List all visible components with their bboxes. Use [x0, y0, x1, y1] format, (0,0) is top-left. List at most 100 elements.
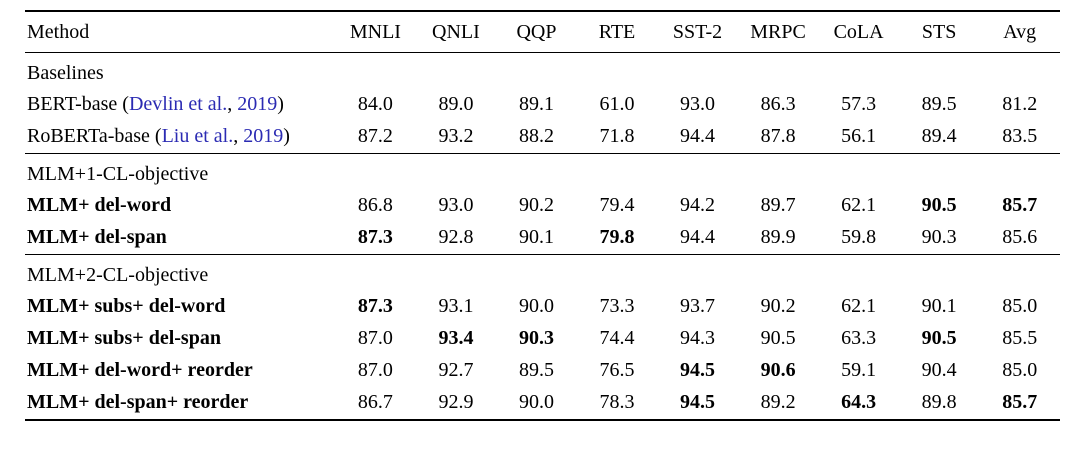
score-cell: 90.1 — [518, 226, 554, 248]
section-label-row: Baselines — [25, 53, 1060, 90]
score-cell: 90.5 — [760, 327, 796, 349]
score-cell: 90.2 — [518, 194, 554, 216]
score-cell: 81.2 — [1002, 93, 1038, 115]
score-cell: 85.6 — [1002, 226, 1038, 248]
header-row: Method MNLI QNLI QQP RTE SST-2 MRPC CoLA STS Avg — [25, 11, 1060, 53]
score-cell: 87.8 — [760, 125, 796, 147]
citation-year-link[interactable]: 2019 — [243, 125, 284, 147]
score-cell: 88.2 — [518, 125, 554, 147]
method-cell: MLM+ del-span+ reorder — [27, 391, 249, 413]
score-cell: 79.4 — [599, 194, 635, 216]
score-cell: 62.1 — [841, 194, 877, 216]
score-cell: 85.7 — [1002, 194, 1038, 216]
citation-year-link[interactable]: 2019 — [237, 93, 278, 115]
method-cell: BERT-base (Devlin et al., 2019) — [25, 89, 335, 121]
score-cell: 92.9 — [438, 391, 474, 413]
score-cell: 89.9 — [760, 226, 796, 248]
score-cell: 73.3 — [599, 295, 635, 317]
score-cell: 57.3 — [841, 93, 877, 115]
method-cell: MLM+ subs+ del-span — [27, 327, 221, 349]
score-cell: 71.8 — [599, 125, 635, 147]
score-cell: 85.0 — [1002, 295, 1038, 317]
score-cell: 85.5 — [1002, 327, 1038, 349]
score-cell: 89.5 — [921, 93, 957, 115]
score-cell: 93.2 — [438, 125, 474, 147]
column-header-qqp: QQP — [516, 21, 557, 43]
score-cell: 90.4 — [921, 359, 957, 381]
score-cell: 86.7 — [357, 391, 393, 413]
score-cell: 89.1 — [518, 93, 554, 115]
score-cell: 89.2 — [760, 391, 796, 413]
score-cell: 86.8 — [357, 194, 393, 216]
results-table: Method MNLI QNLI QQP RTE SST-2 MRPC CoLA STS Avg … — [25, 10, 1060, 421]
table-row: BERT-base (Devlin et al., 2019) 84.0 89.0 8… — [25, 89, 1060, 121]
table-row: MLM+ del-word+ reorder 87.0 92.7 89.5 76.5 94… — [25, 355, 1060, 387]
score-cell: 61.0 — [599, 93, 635, 115]
score-cell: 90.1 — [921, 295, 957, 317]
method-cell: MLM+ del-word — [27, 194, 172, 216]
score-cell: 89.0 — [438, 93, 474, 115]
score-cell: 93.4 — [438, 327, 474, 349]
score-cell: 90.0 — [518, 391, 554, 413]
score-cell: 90.2 — [760, 295, 796, 317]
method-text: RoBERTa-base ( — [27, 125, 162, 147]
score-cell: 87.3 — [357, 295, 393, 317]
column-header-mnli: MNLI — [349, 21, 401, 43]
citation-separator: , — [233, 125, 244, 147]
table-section: Baselines BERT-base (Devlin et al., 2019)… — [25, 52, 1060, 154]
column-header-method: Method — [27, 21, 90, 43]
score-cell: 87.3 — [357, 226, 393, 248]
score-cell: 87.0 — [357, 327, 393, 349]
score-cell: 94.4 — [680, 226, 716, 248]
score-cell: 89.4 — [921, 125, 957, 147]
score-cell: 86.3 — [760, 93, 796, 115]
column-header-avg: Avg — [1003, 21, 1037, 43]
section-label: Baselines — [27, 62, 104, 84]
score-cell: 94.3 — [680, 327, 716, 349]
column-header-rte: RTE — [598, 21, 636, 43]
method-text: ) — [277, 93, 284, 115]
score-cell: 56.1 — [841, 125, 877, 147]
score-cell: 94.5 — [680, 391, 716, 413]
column-header-cola: CoLA — [833, 21, 884, 43]
score-cell: 85.0 — [1002, 359, 1038, 381]
table-row: MLM+ subs+ del-word 87.3 93.1 90.0 73.3 93.7 9… — [25, 291, 1060, 323]
section-label: MLM+2-CL-objective — [27, 264, 209, 286]
method-text: ) — [283, 125, 290, 147]
column-header-qnli: QNLI — [432, 21, 480, 43]
table-row: RoBERTa-base (Liu et al., 2019) 87.2 93.2 8… — [25, 121, 1060, 154]
score-cell: 64.3 — [841, 391, 877, 413]
score-cell: 76.5 — [599, 359, 635, 381]
score-cell: 93.1 — [438, 295, 474, 317]
score-cell: 94.4 — [680, 125, 716, 147]
score-cell: 93.0 — [680, 93, 716, 115]
method-text: BERT-base ( — [27, 93, 129, 115]
section-label-row: MLM+2-CL-objective — [25, 255, 1060, 292]
score-cell: 87.0 — [357, 359, 393, 381]
score-cell: 85.7 — [1002, 391, 1038, 413]
score-cell: 90.6 — [760, 359, 796, 381]
table-row: MLM+ del-span+ reorder 86.7 92.9 90.0 78.3 94… — [25, 387, 1060, 420]
method-cell: MLM+ del-word+ reorder — [27, 359, 253, 381]
citation-authors-link[interactable]: Devlin et al. — [128, 93, 228, 115]
score-cell: 63.3 — [841, 327, 877, 349]
score-cell: 59.1 — [841, 359, 877, 381]
score-cell: 89.8 — [921, 391, 957, 413]
score-cell: 90.5 — [921, 327, 957, 349]
citation-authors-link[interactable]: Liu et al. — [161, 125, 234, 147]
score-cell: 93.7 — [680, 295, 716, 317]
score-cell: 89.5 — [518, 359, 554, 381]
method-cell: MLM+ del-span — [27, 226, 167, 248]
score-cell: 90.5 — [921, 194, 957, 216]
score-cell: 87.2 — [357, 125, 393, 147]
score-cell: 92.7 — [438, 359, 474, 381]
citation-separator: , — [227, 93, 238, 115]
score-cell: 62.1 — [841, 295, 877, 317]
table-section: MLM+2-CL-objective MLM+ subs+ del-word 87.… — [25, 254, 1060, 421]
table-section: MLM+1-CL-objective MLM+ del-word 86.8 93.0 9… — [25, 153, 1060, 255]
section-label: MLM+1-CL-objective — [27, 163, 209, 185]
score-cell: 92.8 — [438, 226, 474, 248]
section-label-row: MLM+1-CL-objective — [25, 154, 1060, 191]
column-header-sts: STS — [921, 21, 957, 43]
score-cell: 89.7 — [760, 194, 796, 216]
